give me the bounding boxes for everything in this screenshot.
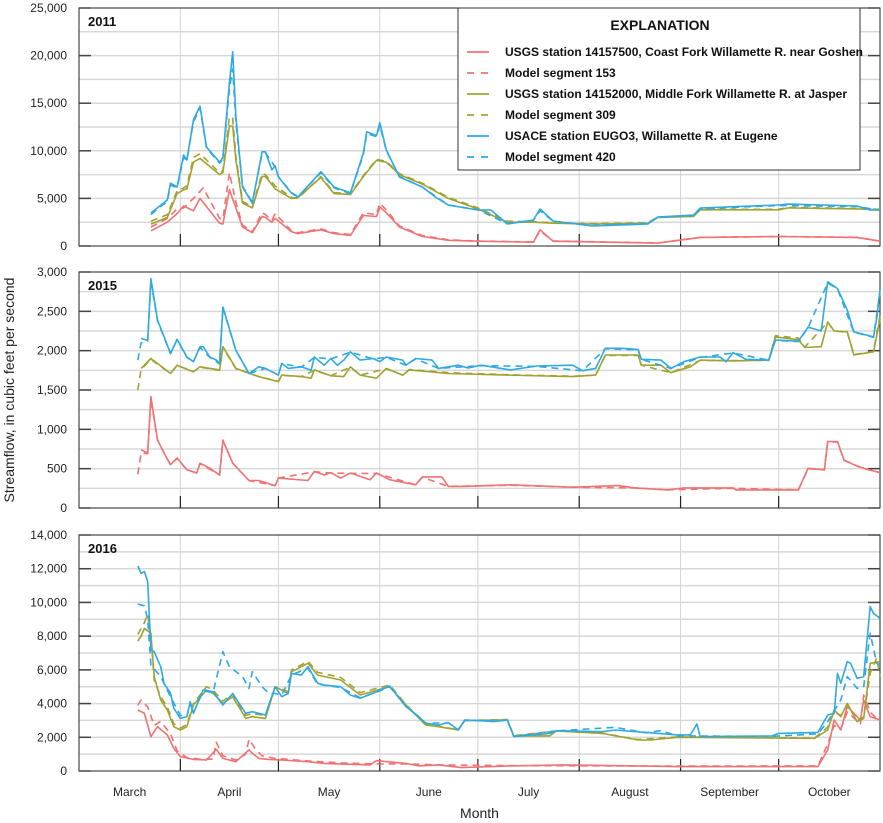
x-tick-label: March: [113, 785, 146, 799]
x-tick-label: September: [700, 785, 759, 799]
panel-2015: 0 500 1,000 1,500 2,000 2,500 3,000 2015: [37, 265, 881, 515]
panel-title: 2016: [88, 541, 117, 556]
legend-title: EXPLANATION: [610, 17, 709, 33]
series-line-1: [137, 398, 881, 491]
panel-title: 2011: [88, 14, 116, 29]
series-line-1: [137, 694, 881, 767]
series-line-3: [137, 315, 881, 391]
x-tick-label: April: [217, 785, 241, 799]
y-tick-label: 2,000: [37, 344, 67, 358]
legend: EXPLANATION USGS station 14157500, Coast …: [457, 7, 863, 171]
y-tick-label: 25,000: [30, 1, 67, 15]
y-tick-label: 4,000: [37, 697, 67, 711]
legend-label: USACE station EUGO3, Willamette R. at Eu…: [505, 129, 778, 143]
y-tick-label: 500: [47, 462, 67, 476]
legend-label: USGS station 14157500, Coast Fork Willam…: [505, 45, 863, 59]
series-line-0: [150, 189, 881, 244]
y-tick-label: 0: [60, 764, 67, 778]
y-tick-label: 14,000: [30, 528, 67, 542]
x-tick-label: July: [518, 785, 539, 799]
y-tick-label: 10,000: [30, 144, 67, 158]
x-tick-label: June: [416, 785, 442, 799]
y-tick-label: 1,500: [37, 383, 67, 397]
legend-box: [457, 7, 861, 171]
series-line-4: [137, 565, 881, 738]
series-line-3: [137, 613, 881, 741]
x-axis-label: Month: [460, 805, 499, 821]
series-line-0: [140, 395, 881, 491]
legend-label: USGS station 14152000, Middle Fork Willa…: [505, 87, 847, 101]
y-tick-label: 15,000: [30, 96, 67, 110]
series-line-1: [150, 171, 881, 244]
series-line-4: [140, 277, 881, 376]
y-tick-label: 20,000: [30, 49, 67, 63]
series-line-2: [140, 319, 881, 383]
y-tick-label: 12,000: [30, 562, 67, 576]
panel-2016: 0 2,000 4,000 6,000 8,000 10,000 12,000 14,000 2…: [30, 528, 881, 778]
x-tick-label: May: [318, 785, 341, 799]
y-tick-label: 2,000: [37, 730, 67, 744]
y-axis-label: Streamflow, in cubic feet per second: [1, 278, 17, 503]
y-tick-label: 3,000: [37, 265, 67, 279]
series-line-4: [150, 51, 880, 227]
y-tick-label: 5,000: [37, 191, 67, 205]
legend-label: Model segment 153: [505, 66, 616, 80]
x-tick-label: October: [808, 785, 851, 799]
x-tick-label: August: [611, 785, 649, 799]
y-tick-label: 0: [60, 239, 67, 253]
series-line-2: [137, 627, 881, 741]
series-line-0: [137, 699, 881, 769]
legend-label: Model segment 420: [505, 150, 616, 164]
panel-title: 2015: [88, 278, 117, 293]
y-tick-label: 10,000: [30, 595, 67, 609]
y-tick-label: 0: [60, 501, 67, 515]
plot-frame: [78, 534, 881, 772]
y-tick-label: 1,000: [37, 422, 67, 436]
y-tick-label: 8,000: [37, 629, 67, 643]
legend-label: Model segment 309: [505, 108, 616, 122]
y-tick-label: 6,000: [37, 663, 67, 677]
y-tick-label: 2,500: [37, 304, 67, 318]
